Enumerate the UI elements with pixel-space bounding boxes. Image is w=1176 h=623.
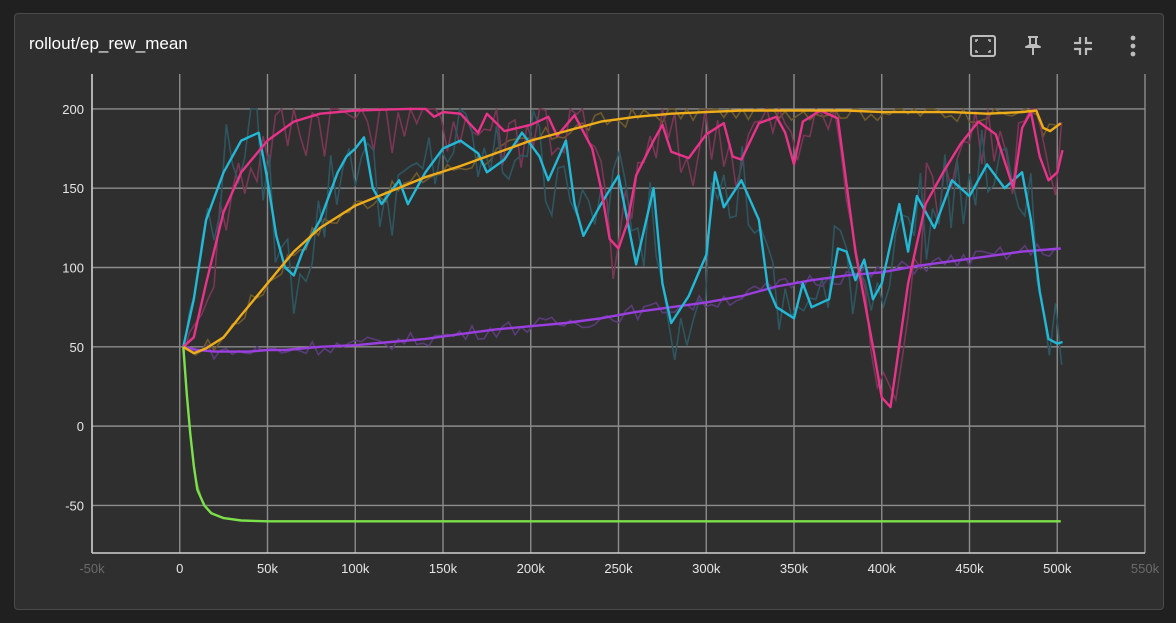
grid xyxy=(91,74,1146,553)
x-tick-label: 500k xyxy=(1043,561,1072,576)
raw-series-line xyxy=(182,346,1056,523)
x-tick-label: 100k xyxy=(341,561,370,576)
collapse-icon xyxy=(1074,37,1092,55)
series-line[interactable] xyxy=(183,247,1061,353)
x-tick-label: 250k xyxy=(604,561,633,576)
y-tick-label: 0 xyxy=(77,419,84,434)
series-line[interactable] xyxy=(182,107,1064,409)
y-tick-label: 200 xyxy=(62,102,84,117)
x-tick-label: 200k xyxy=(517,561,546,576)
fit-to-data-icon xyxy=(970,35,996,57)
raw-series-line xyxy=(182,106,1063,403)
raw-series-line xyxy=(182,107,1063,365)
more-options-button[interactable] xyxy=(1115,32,1151,60)
chart-toolbar xyxy=(965,32,1151,60)
y-tick-label: 150 xyxy=(62,181,84,196)
x-tick-label: 550k xyxy=(1131,561,1160,576)
pin-icon xyxy=(1025,36,1041,55)
chart-title: rollout/ep_rew_mean xyxy=(29,34,188,53)
x-tick-label: 0 xyxy=(176,561,183,576)
x-tick-label: 150k xyxy=(429,561,458,576)
series-line[interactable] xyxy=(182,109,1062,355)
fit-domain-button[interactable] xyxy=(965,32,1001,60)
y-tick-label: 100 xyxy=(62,261,84,276)
series-line[interactable] xyxy=(182,131,1063,348)
x-tick-label: 450k xyxy=(955,561,984,576)
y-tick-label: -50 xyxy=(65,498,84,513)
collapse-button[interactable] xyxy=(1065,32,1101,60)
pin-button[interactable] xyxy=(1015,32,1051,60)
x-tick-label: 400k xyxy=(868,561,897,576)
raw-series-line xyxy=(183,242,1057,361)
series-group xyxy=(182,107,1064,523)
x-tick-label: 50k xyxy=(257,561,278,576)
more-vertical-icon xyxy=(1130,35,1136,57)
x-tick-label: -50k xyxy=(79,561,105,576)
y-tick-label: 50 xyxy=(70,340,84,355)
x-tick-label: 350k xyxy=(780,561,809,576)
x-tick-label: 300k xyxy=(692,561,721,576)
series-line[interactable] xyxy=(182,346,1061,523)
